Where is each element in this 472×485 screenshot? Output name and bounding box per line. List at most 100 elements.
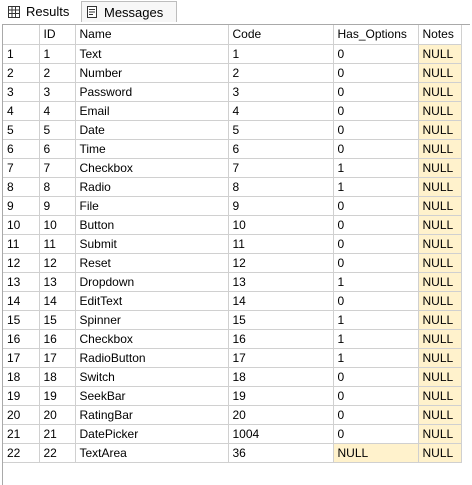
cell-notes[interactable]: NULL <box>418 386 462 406</box>
cell-id[interactable]: 7 <box>39 158 76 178</box>
table-row[interactable]: 12 12 Reset 12 0 NULL <box>3 253 462 273</box>
row-number[interactable]: 12 <box>3 253 40 273</box>
table-row[interactable]: 13 13 Dropdown 13 1 NULL <box>3 272 462 292</box>
cell-has-options[interactable]: 0 <box>333 63 419 83</box>
cell-code[interactable]: 18 <box>228 367 334 387</box>
cell-has-options[interactable]: 0 <box>333 291 419 311</box>
cell-has-options[interactable]: 0 <box>333 120 419 140</box>
column-header-id[interactable]: ID <box>39 25 76 45</box>
cell-name[interactable]: DatePicker <box>75 424 229 444</box>
cell-notes[interactable]: NULL <box>418 405 462 425</box>
cell-has-options[interactable]: 0 <box>333 367 419 387</box>
row-number[interactable]: 2 <box>3 63 40 83</box>
row-number[interactable]: 20 <box>3 405 40 425</box>
table-row[interactable]: 14 14 EditText 14 0 NULL <box>3 291 462 311</box>
cell-name[interactable]: Button <box>75 215 229 235</box>
cell-notes[interactable]: NULL <box>418 443 462 463</box>
row-number[interactable]: 19 <box>3 386 40 406</box>
cell-notes[interactable]: NULL <box>418 367 462 387</box>
row-number[interactable]: 7 <box>3 158 40 178</box>
cell-notes[interactable]: NULL <box>418 348 462 368</box>
table-row[interactable]: 2 2 Number 2 0 NULL <box>3 63 462 83</box>
cell-notes[interactable]: NULL <box>418 215 462 235</box>
cell-notes[interactable]: NULL <box>418 101 462 121</box>
row-number[interactable]: 1 <box>3 44 40 64</box>
cell-name[interactable]: Spinner <box>75 310 229 330</box>
cell-notes[interactable]: NULL <box>418 63 462 83</box>
table-row[interactable]: 11 11 Submit 11 0 NULL <box>3 234 462 254</box>
cell-code[interactable]: 20 <box>228 405 334 425</box>
cell-code[interactable]: 12 <box>228 253 334 273</box>
cell-has-options[interactable]: 1 <box>333 177 419 197</box>
cell-id[interactable]: 1 <box>39 44 76 64</box>
table-row[interactable]: 22 22 TextArea 36 NULL NULL <box>3 443 462 463</box>
tab-results[interactable]: Results <box>5 1 79 22</box>
cell-name[interactable]: Reset <box>75 253 229 273</box>
cell-id[interactable]: 9 <box>39 196 76 216</box>
cell-has-options[interactable]: 1 <box>333 158 419 178</box>
cell-code[interactable]: 3 <box>228 82 334 102</box>
cell-id[interactable]: 17 <box>39 348 76 368</box>
cell-code[interactable]: 14 <box>228 291 334 311</box>
cell-name[interactable]: SeekBar <box>75 386 229 406</box>
cell-notes[interactable]: NULL <box>418 291 462 311</box>
cell-has-options[interactable]: 0 <box>333 44 419 64</box>
table-row[interactable]: 20 20 RatingBar 20 0 NULL <box>3 405 462 425</box>
cell-code[interactable]: 15 <box>228 310 334 330</box>
cell-has-options[interactable]: 0 <box>333 234 419 254</box>
row-number[interactable]: 4 <box>3 101 40 121</box>
cell-name[interactable]: Time <box>75 139 229 159</box>
cell-has-options[interactable]: 1 <box>333 310 419 330</box>
cell-notes[interactable]: NULL <box>418 310 462 330</box>
cell-id[interactable]: 21 <box>39 424 76 444</box>
cell-notes[interactable]: NULL <box>418 272 462 292</box>
cell-id[interactable]: 10 <box>39 215 76 235</box>
cell-code[interactable]: 7 <box>228 158 334 178</box>
cell-code[interactable]: 11 <box>228 234 334 254</box>
cell-notes[interactable]: NULL <box>418 158 462 178</box>
table-row[interactable]: 3 3 Password 3 0 NULL <box>3 82 462 102</box>
cell-has-options[interactable]: 0 <box>333 101 419 121</box>
cell-name[interactable]: Submit <box>75 234 229 254</box>
cell-id[interactable]: 8 <box>39 177 76 197</box>
table-row[interactable]: 17 17 RadioButton 17 1 NULL <box>3 348 462 368</box>
row-number[interactable]: 9 <box>3 196 40 216</box>
cell-has-options[interactable]: 0 <box>333 253 419 273</box>
row-number[interactable]: 5 <box>3 120 40 140</box>
cell-notes[interactable]: NULL <box>418 44 462 64</box>
cell-id[interactable]: 3 <box>39 82 76 102</box>
row-number[interactable]: 18 <box>3 367 40 387</box>
cell-code[interactable]: 1 <box>228 44 334 64</box>
cell-notes[interactable]: NULL <box>418 253 462 273</box>
cell-name[interactable]: Email <box>75 101 229 121</box>
table-row[interactable]: 18 18 Switch 18 0 NULL <box>3 367 462 387</box>
cell-has-options[interactable]: 0 <box>333 424 419 444</box>
row-number[interactable]: 3 <box>3 82 40 102</box>
cell-code[interactable]: 16 <box>228 329 334 349</box>
row-number[interactable]: 6 <box>3 139 40 159</box>
table-row[interactable]: 15 15 Spinner 15 1 NULL <box>3 310 462 330</box>
cell-notes[interactable]: NULL <box>418 177 462 197</box>
table-row[interactable]: 9 9 File 9 0 NULL <box>3 196 462 216</box>
cell-notes[interactable]: NULL <box>418 234 462 254</box>
cell-id[interactable]: 18 <box>39 367 76 387</box>
cell-name[interactable]: File <box>75 196 229 216</box>
cell-has-options[interactable]: 0 <box>333 82 419 102</box>
row-number-header[interactable] <box>3 25 40 45</box>
cell-name[interactable]: Date <box>75 120 229 140</box>
cell-has-options[interactable]: 1 <box>333 272 419 292</box>
cell-code[interactable]: 6 <box>228 139 334 159</box>
row-number[interactable]: 17 <box>3 348 40 368</box>
cell-name[interactable]: Dropdown <box>75 272 229 292</box>
cell-code[interactable]: 13 <box>228 272 334 292</box>
row-number[interactable]: 11 <box>3 234 40 254</box>
cell-notes[interactable]: NULL <box>418 139 462 159</box>
cell-id[interactable]: 20 <box>39 405 76 425</box>
table-row[interactable]: 7 7 Checkbox 7 1 NULL <box>3 158 462 178</box>
cell-has-options[interactable]: NULL <box>333 443 419 463</box>
row-number[interactable]: 22 <box>3 443 40 463</box>
cell-id[interactable]: 16 <box>39 329 76 349</box>
cell-id[interactable]: 22 <box>39 443 76 463</box>
table-row[interactable]: 16 16 Checkbox 16 1 NULL <box>3 329 462 349</box>
cell-name[interactable]: TextArea <box>75 443 229 463</box>
